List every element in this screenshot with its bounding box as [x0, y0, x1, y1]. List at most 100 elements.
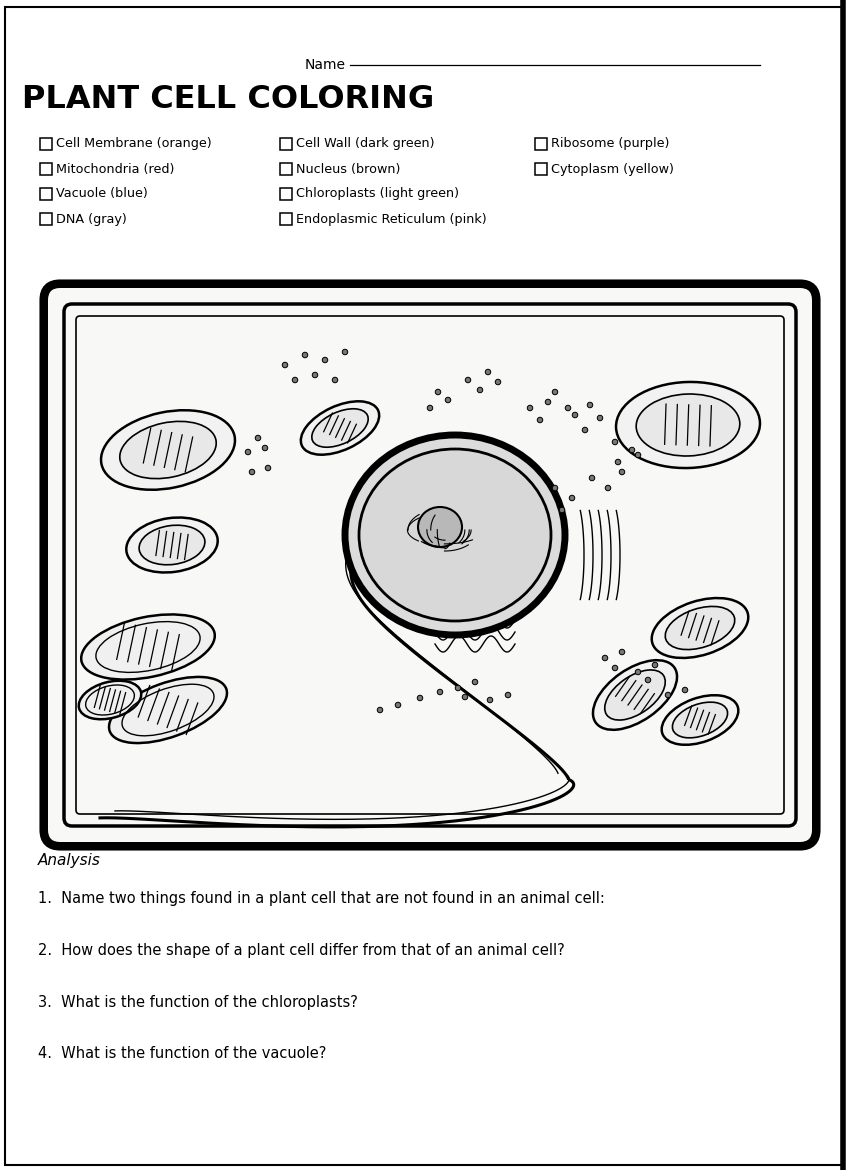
Ellipse shape [473, 680, 478, 684]
Ellipse shape [437, 689, 443, 695]
Ellipse shape [255, 435, 261, 441]
Text: Analysis: Analysis [38, 853, 101, 867]
Ellipse shape [552, 486, 558, 490]
Ellipse shape [652, 598, 748, 658]
Ellipse shape [312, 408, 368, 447]
Ellipse shape [565, 405, 570, 411]
Ellipse shape [604, 670, 666, 720]
Text: Chloroplasts (light green): Chloroplasts (light green) [296, 187, 459, 200]
Ellipse shape [462, 694, 468, 700]
Ellipse shape [605, 486, 611, 490]
Ellipse shape [418, 507, 462, 548]
FancyBboxPatch shape [48, 288, 812, 842]
Ellipse shape [265, 466, 271, 470]
Bar [40, 188, 52, 200]
Ellipse shape [395, 702, 400, 708]
Text: 4.  What is the function of the vacuole?: 4. What is the function of the vacuole? [38, 1046, 326, 1061]
Text: Mitochondria (red): Mitochondria (red) [56, 163, 174, 176]
Text: 1.  Name two things found in a plant cell that are not found in an animal cell:: 1. Name two things found in a plant cell… [38, 890, 605, 906]
Ellipse shape [120, 421, 216, 479]
Ellipse shape [645, 677, 651, 683]
Ellipse shape [428, 405, 433, 411]
Bar [280, 138, 292, 150]
Text: Ribosome (purple): Ribosome (purple) [551, 138, 669, 151]
Text: Name: Name [305, 58, 346, 73]
Ellipse shape [139, 525, 205, 565]
Ellipse shape [249, 469, 255, 475]
Ellipse shape [377, 707, 382, 713]
Ellipse shape [612, 666, 618, 670]
Text: Endoplasmic Reticulum (pink): Endoplasmic Reticulum (pink) [296, 213, 486, 226]
Text: 2.  How does the shape of a plant cell differ from that of an animal cell?: 2. How does the shape of a plant cell di… [38, 943, 564, 957]
Ellipse shape [435, 390, 441, 394]
Ellipse shape [616, 381, 760, 468]
Ellipse shape [496, 379, 501, 385]
Text: Cytoplasm (yellow): Cytoplasm (yellow) [551, 163, 674, 176]
Ellipse shape [559, 508, 564, 512]
Bar [40, 213, 52, 225]
Text: Nucleus (brown): Nucleus (brown) [296, 163, 400, 176]
Bar [280, 188, 292, 200]
Ellipse shape [666, 693, 671, 697]
Bar [535, 163, 547, 176]
Ellipse shape [345, 435, 565, 635]
Ellipse shape [582, 427, 587, 433]
Bar [280, 213, 292, 225]
Ellipse shape [615, 460, 620, 464]
Ellipse shape [301, 401, 379, 455]
Text: Vacuole (blue): Vacuole (blue) [56, 187, 148, 200]
Ellipse shape [303, 352, 308, 358]
Ellipse shape [545, 399, 551, 405]
Ellipse shape [598, 415, 603, 421]
Ellipse shape [572, 412, 578, 418]
Ellipse shape [79, 681, 141, 720]
Ellipse shape [456, 686, 461, 690]
Ellipse shape [537, 418, 543, 422]
Ellipse shape [101, 411, 235, 490]
Bar [40, 163, 52, 176]
Text: Cell Wall (dark green): Cell Wall (dark green) [296, 138, 434, 151]
Bar [280, 163, 292, 176]
Ellipse shape [661, 695, 739, 745]
Ellipse shape [343, 350, 348, 355]
Ellipse shape [487, 697, 493, 703]
Ellipse shape [465, 377, 471, 383]
Ellipse shape [359, 449, 551, 621]
Ellipse shape [246, 449, 251, 455]
Ellipse shape [603, 655, 608, 661]
Ellipse shape [312, 372, 318, 378]
Ellipse shape [332, 377, 337, 383]
Text: DNA (gray): DNA (gray) [56, 213, 127, 226]
Ellipse shape [593, 660, 677, 730]
Ellipse shape [635, 669, 641, 675]
Ellipse shape [620, 469, 625, 475]
Ellipse shape [445, 398, 451, 402]
Ellipse shape [109, 677, 227, 743]
Ellipse shape [652, 662, 658, 668]
Ellipse shape [82, 614, 215, 680]
Ellipse shape [485, 370, 490, 374]
Ellipse shape [552, 390, 558, 394]
Ellipse shape [587, 402, 592, 408]
Ellipse shape [635, 453, 641, 457]
Bar [40, 138, 52, 150]
Ellipse shape [570, 495, 575, 501]
Ellipse shape [527, 405, 533, 411]
Ellipse shape [282, 363, 288, 367]
Text: Cell Membrane (orange): Cell Membrane (orange) [56, 138, 212, 151]
Ellipse shape [666, 606, 734, 649]
Bar [535, 138, 547, 150]
Text: 3.  What is the function of the chloroplasts?: 3. What is the function of the chloropla… [38, 994, 358, 1010]
Ellipse shape [683, 687, 688, 693]
Ellipse shape [417, 695, 422, 701]
Ellipse shape [612, 439, 618, 445]
Ellipse shape [392, 450, 502, 620]
Ellipse shape [477, 387, 483, 393]
Ellipse shape [629, 447, 635, 453]
Ellipse shape [322, 357, 328, 363]
Ellipse shape [589, 475, 595, 481]
Ellipse shape [505, 693, 511, 697]
Text: PLANT CELL COLORING: PLANT CELL COLORING [22, 84, 434, 116]
Ellipse shape [620, 649, 625, 655]
Ellipse shape [292, 377, 298, 383]
